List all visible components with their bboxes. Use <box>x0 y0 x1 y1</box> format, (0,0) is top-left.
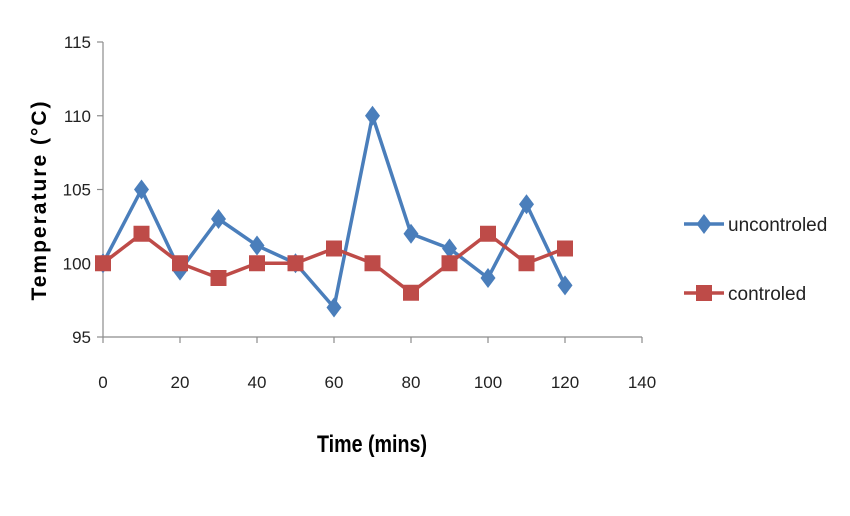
uncontroled-point <box>442 238 457 259</box>
controled-point <box>480 225 496 242</box>
uncontroled-point <box>403 223 419 244</box>
controled-point <box>172 255 188 272</box>
controled-point <box>210 270 227 286</box>
uncontroled-point <box>211 209 226 229</box>
uncontroled-point <box>365 105 380 126</box>
uncontroled-legend-marker <box>696 214 712 234</box>
controled-point <box>133 225 150 242</box>
controled-point <box>403 284 419 301</box>
y-tick-label: 105 <box>63 181 91 200</box>
y-tick-label: 95 <box>72 328 91 347</box>
series-layer <box>95 105 573 318</box>
x-tick-label: 80 <box>402 373 421 392</box>
legend: uncontroled controled <box>684 214 827 305</box>
controled-point <box>557 240 573 257</box>
x-tick-label: 120 <box>551 373 579 392</box>
x-tick-label: 0 <box>98 373 107 392</box>
controled-legend-marker <box>696 285 712 301</box>
uncontroled-point <box>249 235 265 256</box>
uncontroled-series-line <box>101 114 567 310</box>
y-axis-title: Temperature (°C) <box>28 99 51 300</box>
uncontroled-point <box>519 194 534 215</box>
controled-point <box>441 255 458 272</box>
x-tick-label: 20 <box>171 373 190 392</box>
x-tick-label: 40 <box>248 373 267 392</box>
uncontroled-legend-label: uncontroled <box>728 215 827 236</box>
controled-legend-label: controled <box>728 284 806 305</box>
x-tick-label: 140 <box>628 373 656 392</box>
y-tick-label: 100 <box>63 254 91 273</box>
controled-point <box>287 255 304 272</box>
controled-point <box>249 255 265 272</box>
y-tick-label: 115 <box>64 33 91 52</box>
controled-point <box>95 255 111 272</box>
uncontroled-point <box>134 179 149 200</box>
x-tick-label: 100 <box>474 373 502 392</box>
y-axis-ticks: 95 100 105 110 115 <box>63 33 103 347</box>
x-tick-label: 60 <box>325 373 344 392</box>
x-axis-title: Time (mins) <box>317 430 427 457</box>
y-tick-label: 110 <box>64 107 91 126</box>
uncontroled-point <box>557 275 573 296</box>
controled-point <box>518 255 535 272</box>
controled-point <box>364 255 381 272</box>
uncontroled-point <box>480 268 496 288</box>
x-axis-ticks: 0 20 40 60 80 100 120 140 <box>98 337 656 392</box>
uncontroled-point <box>326 297 342 318</box>
controled-point <box>326 240 342 257</box>
